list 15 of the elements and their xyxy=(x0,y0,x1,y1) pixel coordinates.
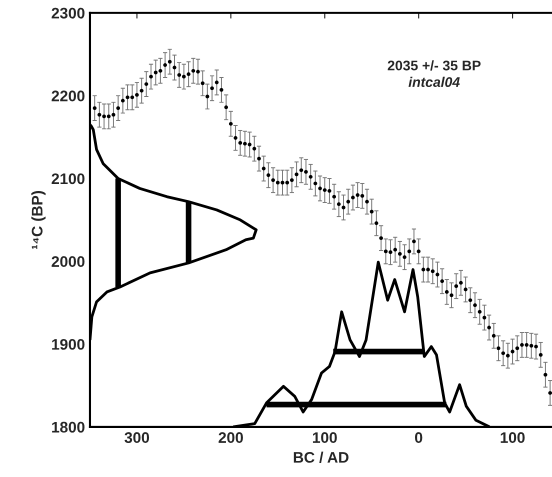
x-axis-title: BC / AD xyxy=(294,452,348,463)
y-tick-label: 1800 xyxy=(52,422,84,433)
y-tick-label: 2000 xyxy=(52,256,84,267)
y-tick-label: 2100 xyxy=(52,173,84,184)
y-tick-label: 1900 xyxy=(52,338,84,350)
y-axis-title: ¹⁴C (BP) xyxy=(31,190,46,249)
x-tick-label: 100 xyxy=(500,432,525,443)
annotation: 2035 +/- 35 BP xyxy=(388,60,481,71)
x-tick-label: 200 xyxy=(218,432,243,443)
annotation: intcal04 xyxy=(408,76,460,87)
y-tick-label: 2200 xyxy=(52,90,84,102)
x-tick-label: 300 xyxy=(124,432,150,444)
x-tick-label: 0 xyxy=(415,432,422,443)
y-tick-label: 2300 xyxy=(52,8,84,19)
x-tick-label: 100 xyxy=(312,432,337,443)
